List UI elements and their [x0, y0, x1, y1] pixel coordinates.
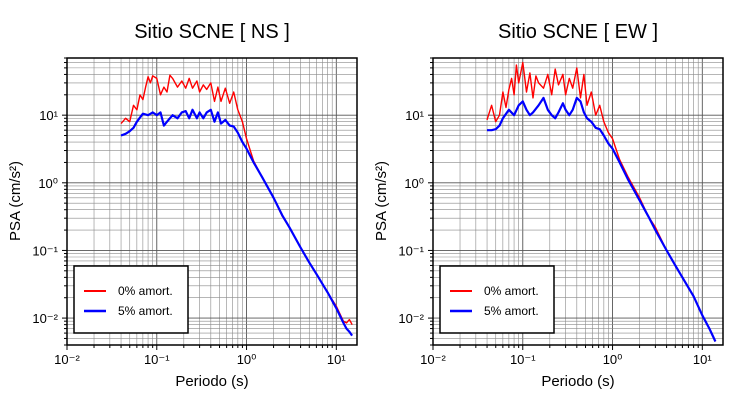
- x-tick-label: 10¹: [693, 352, 712, 367]
- x-tick-label: 10¹: [327, 352, 346, 367]
- x-tick-label: 10⁻¹: [144, 352, 170, 367]
- legend-label-1: 5% amort.: [484, 304, 539, 318]
- series-group: [486, 61, 717, 342]
- x-axis-label: Periodo (s): [541, 373, 614, 390]
- y-tick-label: 10¹: [39, 108, 58, 123]
- legend-box: [73, 265, 189, 334]
- chart-title: Sitio SCNE [ NS ]: [134, 21, 290, 43]
- y-axis-label: PSA (cm/s²): [373, 161, 390, 241]
- x-tick-label: 10⁰: [603, 352, 623, 367]
- x-tick-label: 10⁻²: [54, 352, 80, 367]
- legend: 0% amort. 5% amort.: [73, 265, 189, 334]
- y-axis-label: PSA (cm/s²): [7, 161, 24, 241]
- chart-panel-ns: Sitio SCNE [ NS ] 10⁻² 10⁻¹ 10⁰ 10¹ 10⁻²10⁻…: [7, 21, 358, 390]
- y-tick-label: 10⁻²: [398, 311, 424, 326]
- y-tick-label: 10⁻¹: [32, 243, 58, 258]
- y-tick-labels: 10⁻² 10⁻¹ 10⁰ 10¹: [398, 108, 424, 326]
- legend-label-1: 5% amort.: [118, 304, 173, 318]
- y-tick-label: 10⁰: [404, 176, 424, 191]
- plot-frame: [66, 57, 358, 346]
- axis-ticks: [62, 57, 337, 350]
- y-tick-label: 10⁻²: [32, 311, 58, 326]
- y-tick-labels: 10⁻² 10⁻¹ 10⁰ 10¹: [32, 108, 58, 326]
- x-tick-label: 10⁻²: [420, 352, 446, 367]
- series-line-damped: [120, 108, 354, 337]
- legend-box: [439, 265, 555, 334]
- y-tick-label: 10⁰: [38, 176, 58, 191]
- x-axis-label: Periodo (s): [175, 373, 248, 390]
- x-tick-labels: 10⁻² 10⁻¹ 10⁰ 10¹: [54, 352, 346, 367]
- x-tick-labels: 10⁻² 10⁻¹ 10⁰ 10¹: [420, 352, 712, 367]
- legend: 0% amort. 5% amort.: [439, 265, 555, 334]
- y-tick-label: 10¹: [405, 108, 424, 123]
- legend-label-0: 0% amort.: [118, 284, 173, 298]
- plot-frame: [432, 57, 724, 346]
- x-tick-label: 10⁰: [237, 352, 257, 367]
- chart-title: Sitio SCNE [ EW ]: [498, 21, 658, 43]
- series-group: [120, 74, 354, 337]
- x-tick-label: 10⁻¹: [510, 352, 536, 367]
- chart-panel-ew: Sitio SCNE [ EW ] 10⁻² 10⁻¹ 10⁰ 10¹ 10⁻²10⁻…: [373, 21, 724, 390]
- series-line-damped: [487, 96, 717, 342]
- legend-label-0: 0% amort.: [484, 284, 539, 298]
- grid: [66, 57, 357, 346]
- y-tick-label: 10⁻¹: [398, 243, 424, 258]
